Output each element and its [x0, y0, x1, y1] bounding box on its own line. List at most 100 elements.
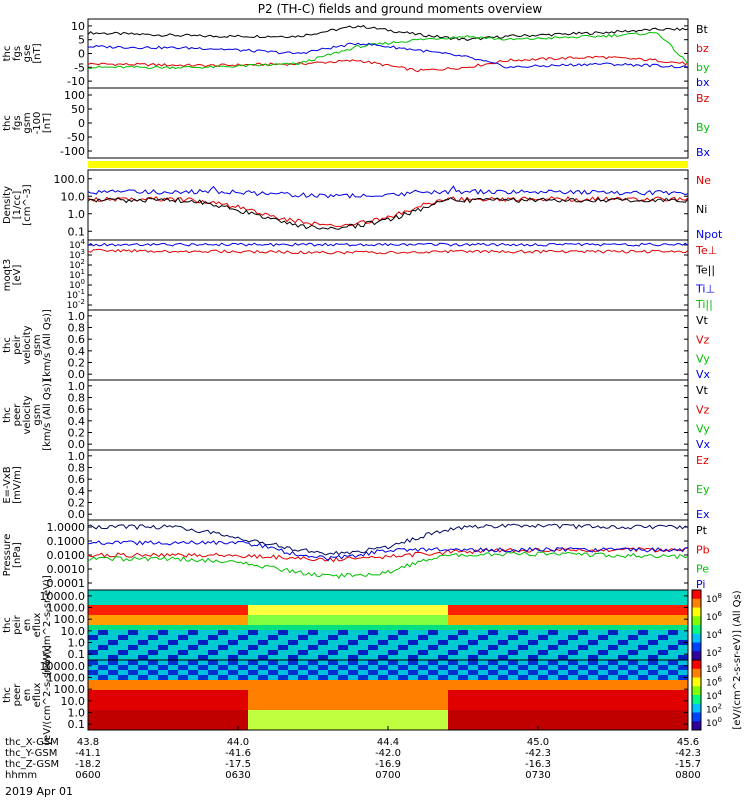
heat-cell-p10 — [538, 680, 549, 686]
heat-cell-p10 — [628, 725, 639, 731]
ytick-label-p1: -10 — [67, 75, 85, 88]
heat-cell-p10 — [388, 665, 399, 671]
legend-p8-Pt: Pt — [696, 524, 708, 537]
heat-cell-p9 — [328, 655, 339, 661]
heat-cell-p9 — [218, 640, 229, 646]
heat-cell-p10 — [148, 690, 159, 696]
heat-cell-p10 — [198, 695, 209, 701]
heat-cell-p9 — [178, 595, 189, 601]
heat-cell-p10 — [198, 725, 209, 731]
heat-cell-p9 — [508, 620, 519, 626]
colorbar-p10 — [692, 721, 701, 731]
heat-cell-p9 — [398, 630, 409, 636]
heat-cell-p10 — [368, 700, 379, 706]
series-p1-Bt — [87, 24, 689, 41]
heat-cell-p9 — [448, 650, 459, 656]
heat-cell-p9 — [458, 595, 469, 601]
heat-cell-p9 — [368, 645, 379, 651]
heat-cell-p9 — [368, 625, 379, 631]
heat-cell-p9 — [248, 655, 259, 661]
heat-cell-p10 — [498, 690, 509, 696]
heat-cell-p10 — [548, 670, 559, 676]
heat-cell-p9 — [128, 600, 139, 606]
heat-cell-p9 — [418, 595, 429, 601]
heat-cell-p10 — [348, 715, 359, 721]
heat-cell-p9 — [338, 650, 349, 656]
ytick-label-p10: 10.0 — [61, 695, 86, 708]
ytick-label-p7: 1.0 — [68, 450, 86, 463]
heat-cell-p10 — [398, 700, 409, 706]
heat-cell-p9 — [618, 595, 629, 601]
xaxis-value: 0730 — [525, 770, 550, 781]
heat-cell-p10 — [218, 685, 229, 691]
heat-cell-p10 — [158, 720, 169, 726]
heat-cell-p9 — [588, 640, 599, 646]
heat-cell-p10 — [528, 660, 539, 666]
heat-cell-p10 — [448, 705, 459, 711]
heat-cell-p10 — [518, 680, 529, 686]
heat-cell-p9 — [528, 635, 539, 641]
heat-cell-p9 — [268, 635, 279, 641]
heat-cell-p10 — [518, 695, 529, 701]
heat-cell-p10 — [408, 705, 419, 711]
heat-cell-p9 — [338, 595, 349, 601]
heat-cell-p9 — [298, 655, 309, 661]
heat-cell-p10 — [598, 690, 609, 696]
heat-cell-p10 — [118, 705, 129, 711]
heat-cell-p10 — [518, 660, 529, 666]
heat-cell-p10 — [248, 685, 259, 691]
heat-cell-p10 — [498, 660, 509, 666]
heat-cell-p10 — [178, 725, 189, 731]
heat-cell-p10 — [658, 690, 669, 696]
colorbar-tick-p10: 100 — [706, 716, 722, 729]
heat-cell-p9 — [598, 605, 609, 611]
heat-cell-p10 — [558, 710, 569, 716]
heat-cell-p9 — [608, 595, 619, 601]
heat-cell-p10 — [388, 675, 399, 681]
heat-cell-p10 — [248, 695, 259, 701]
heat-cell-p10 — [168, 720, 179, 726]
heat-cell-p10 — [658, 665, 669, 671]
heat-cell-p9 — [528, 595, 539, 601]
heat-cell-p9 — [368, 595, 379, 601]
heat-cell-p10 — [558, 705, 569, 711]
xaxis-value: 43.8 — [77, 737, 99, 748]
heat-cell-p10 — [328, 680, 339, 686]
colorbar-p9 — [692, 651, 701, 661]
heat-cell-p10 — [388, 685, 399, 691]
heat-cell-p9 — [648, 620, 659, 626]
heat-cell-p10 — [668, 725, 679, 731]
heat-cell-p10 — [668, 665, 679, 671]
heat-cell-p10 — [158, 705, 169, 711]
ytick-label-p1: 10 — [71, 20, 85, 33]
ylabel-p1: thc — [2, 46, 13, 62]
heat-cell-p9 — [168, 590, 179, 596]
heat-cell-p9 — [138, 590, 149, 596]
xaxis-value: -18.2 — [75, 759, 101, 770]
heat-cell-p9 — [628, 595, 639, 601]
heat-cell-p10 — [558, 700, 569, 706]
heat-cell-p9 — [558, 615, 569, 621]
heat-cell-p10 — [678, 680, 689, 686]
heat-cell-p10 — [478, 675, 489, 681]
heat-cell-p10 — [148, 665, 159, 671]
heat-cell-p9 — [518, 590, 529, 596]
heat-cell-p9 — [178, 630, 189, 636]
heat-cell-p9 — [258, 655, 269, 661]
heat-cell-p9 — [178, 605, 189, 611]
heat-cell-p9 — [88, 590, 99, 596]
heat-cell-p10 — [188, 700, 199, 706]
heat-cell-p10 — [518, 710, 529, 716]
heat-cell-p10 — [288, 705, 299, 711]
heat-cell-p9 — [348, 630, 359, 636]
heat-cell-p10 — [208, 680, 219, 686]
heat-cell-p10 — [668, 670, 679, 676]
heat-cell-p10 — [468, 660, 479, 666]
ytick-label-p9: 1.0 — [68, 637, 86, 650]
heat-cell-p9 — [588, 610, 599, 616]
heat-cell-p10 — [168, 695, 179, 701]
heat-cell-p9 — [478, 610, 489, 616]
heat-cell-p9 — [498, 645, 509, 651]
heat-cell-p10 — [488, 695, 499, 701]
heat-cell-p9 — [288, 645, 299, 651]
